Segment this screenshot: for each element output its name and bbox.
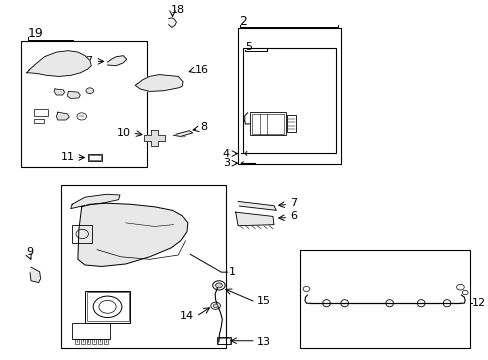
Polygon shape bbox=[26, 51, 91, 76]
Text: 17: 17 bbox=[80, 57, 94, 66]
Bar bbox=[34, 109, 48, 116]
Text: 5: 5 bbox=[245, 42, 252, 52]
Bar bbox=[85, 291, 130, 323]
Bar bbox=[75, 339, 79, 343]
Polygon shape bbox=[56, 112, 69, 120]
Circle shape bbox=[213, 304, 218, 307]
Polygon shape bbox=[78, 203, 187, 266]
Bar bbox=[86, 339, 90, 343]
Polygon shape bbox=[173, 131, 192, 136]
Polygon shape bbox=[135, 75, 183, 91]
Bar bbox=[249, 112, 285, 135]
Bar bbox=[252, 114, 283, 134]
Bar bbox=[98, 339, 102, 343]
Text: 2: 2 bbox=[239, 15, 247, 28]
Polygon shape bbox=[168, 18, 176, 27]
Text: 11: 11 bbox=[61, 153, 74, 162]
Bar bbox=[217, 338, 229, 343]
Bar bbox=[72, 323, 110, 339]
Polygon shape bbox=[107, 56, 126, 66]
Polygon shape bbox=[30, 267, 41, 283]
Bar bbox=[88, 154, 102, 161]
Circle shape bbox=[215, 283, 222, 288]
Text: 19: 19 bbox=[28, 27, 43, 40]
Text: 13: 13 bbox=[257, 337, 271, 347]
Bar bbox=[238, 28, 340, 164]
Polygon shape bbox=[54, 89, 64, 95]
Polygon shape bbox=[238, 202, 276, 210]
Text: 14: 14 bbox=[180, 311, 194, 321]
Text: 18: 18 bbox=[171, 5, 185, 15]
Bar bbox=[72, 225, 92, 243]
Text: 1: 1 bbox=[228, 267, 236, 277]
Text: 16: 16 bbox=[195, 65, 208, 75]
Bar bbox=[92, 339, 96, 343]
Bar bbox=[34, 118, 44, 123]
Polygon shape bbox=[235, 212, 273, 226]
Bar bbox=[300, 249, 469, 348]
Text: 6: 6 bbox=[289, 211, 297, 221]
Polygon shape bbox=[71, 194, 120, 208]
Circle shape bbox=[86, 88, 94, 94]
Bar bbox=[287, 115, 295, 132]
Bar bbox=[87, 292, 128, 321]
Text: 7: 7 bbox=[289, 198, 297, 208]
Text: 9: 9 bbox=[27, 247, 34, 257]
Text: 15: 15 bbox=[257, 296, 271, 306]
Bar bbox=[103, 339, 107, 343]
Bar bbox=[20, 41, 147, 167]
Text: 3: 3 bbox=[223, 158, 229, 168]
Polygon shape bbox=[143, 130, 164, 146]
Polygon shape bbox=[67, 91, 80, 99]
Text: 4: 4 bbox=[223, 149, 229, 158]
Bar bbox=[89, 155, 101, 160]
Bar bbox=[216, 337, 230, 344]
Text: 8: 8 bbox=[200, 122, 206, 132]
Text: 10: 10 bbox=[116, 128, 130, 138]
Bar bbox=[61, 185, 225, 348]
Text: 12: 12 bbox=[471, 297, 485, 307]
Bar bbox=[81, 339, 84, 343]
Bar bbox=[243, 48, 335, 153]
